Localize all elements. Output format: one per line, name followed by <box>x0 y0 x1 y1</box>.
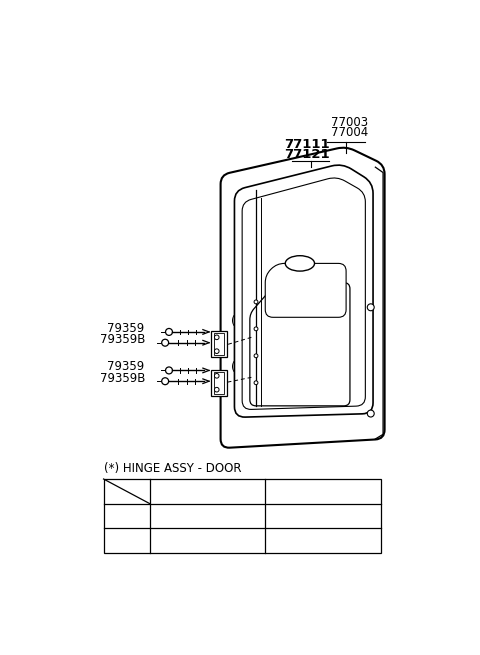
Circle shape <box>254 327 258 331</box>
PathPatch shape <box>250 283 350 406</box>
Text: 77111: 77111 <box>285 138 330 151</box>
Circle shape <box>254 354 258 358</box>
Text: 79340-26000: 79340-26000 <box>164 534 251 547</box>
Bar <box>211 369 227 396</box>
Circle shape <box>215 387 219 392</box>
Bar <box>211 331 227 358</box>
Text: 79340-26000: 79340-26000 <box>280 510 366 523</box>
Text: (*) HINGE ASSY - DOOR: (*) HINGE ASSY - DOOR <box>104 462 241 476</box>
Text: LWR: LWR <box>311 485 336 498</box>
Circle shape <box>367 410 374 417</box>
Text: 79359: 79359 <box>108 360 144 373</box>
PathPatch shape <box>242 178 365 409</box>
Circle shape <box>215 349 219 354</box>
PathPatch shape <box>234 165 373 417</box>
Text: 77003: 77003 <box>331 116 368 129</box>
Text: 79359B: 79359B <box>100 333 145 346</box>
Text: 77121: 77121 <box>285 147 330 160</box>
PathPatch shape <box>221 148 384 448</box>
Text: 79330-26000: 79330-26000 <box>164 510 251 523</box>
Circle shape <box>215 335 219 340</box>
Circle shape <box>367 304 374 310</box>
Bar <box>104 479 381 553</box>
Text: 77004: 77004 <box>331 126 368 139</box>
Bar <box>214 372 225 394</box>
Text: UPR: UPR <box>196 485 219 498</box>
Ellipse shape <box>285 255 314 271</box>
Text: RH: RH <box>117 534 136 547</box>
Text: 79359: 79359 <box>108 322 144 335</box>
Circle shape <box>254 300 258 304</box>
Circle shape <box>166 367 172 374</box>
Circle shape <box>162 378 168 384</box>
PathPatch shape <box>265 263 346 317</box>
Text: LH: LH <box>118 510 135 523</box>
Circle shape <box>215 373 219 378</box>
Circle shape <box>166 328 172 335</box>
Circle shape <box>254 381 258 384</box>
Text: 79330-26000: 79330-26000 <box>280 534 366 547</box>
Text: 79359B: 79359B <box>100 371 145 384</box>
Circle shape <box>162 339 168 346</box>
Bar <box>214 333 225 355</box>
Text: (*) 79330A: (*) 79330A <box>230 314 295 328</box>
Text: (*) 79340: (*) 79340 <box>230 361 287 374</box>
